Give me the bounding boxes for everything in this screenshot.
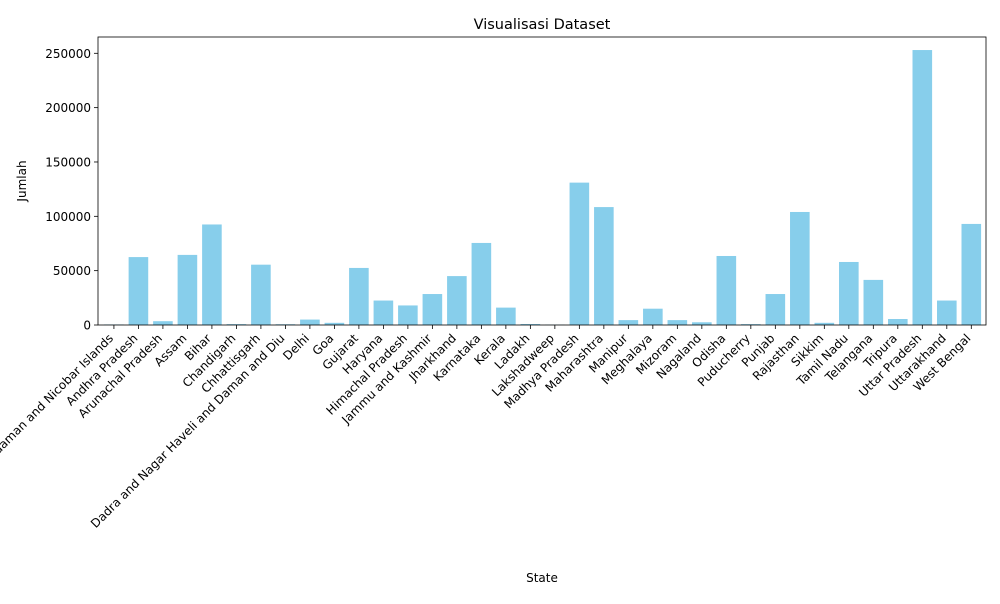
bar: [864, 280, 884, 325]
bar: [692, 322, 712, 325]
chart-title: Visualisasi Dataset: [474, 17, 611, 33]
bar: [570, 183, 590, 325]
y-tick-label: 50000: [53, 264, 91, 278]
bar: [374, 301, 394, 325]
bar: [496, 308, 516, 325]
bar: [349, 268, 369, 325]
bar: [398, 305, 418, 325]
bar: [766, 294, 786, 325]
y-tick-label: 0: [83, 319, 91, 333]
y-tick-label: 200000: [45, 101, 91, 115]
x-axis-label: State: [526, 571, 558, 585]
y-tick-label: 100000: [45, 210, 91, 224]
bar: [913, 50, 933, 325]
y-tick-label: 150000: [45, 155, 91, 169]
bar: [937, 301, 957, 325]
bar: [447, 276, 467, 325]
y-tick-label: 250000: [45, 47, 91, 61]
bar: [472, 243, 492, 325]
bar: [202, 224, 222, 325]
bar: [153, 321, 173, 325]
bar: [300, 320, 320, 325]
bar: [839, 262, 859, 325]
bar: [790, 212, 810, 325]
bar: [668, 320, 688, 325]
bar: [251, 265, 271, 325]
bar: [594, 207, 614, 325]
bar: [178, 255, 198, 325]
bar: [962, 224, 982, 325]
y-axis-label: Jumlah: [15, 160, 29, 202]
bar: [423, 294, 443, 325]
bar: [888, 319, 908, 325]
x-tick-label: Delhi: [280, 331, 312, 363]
bar: [619, 320, 639, 325]
bar: [717, 256, 737, 325]
bar: [643, 309, 663, 325]
bar: [129, 257, 149, 325]
